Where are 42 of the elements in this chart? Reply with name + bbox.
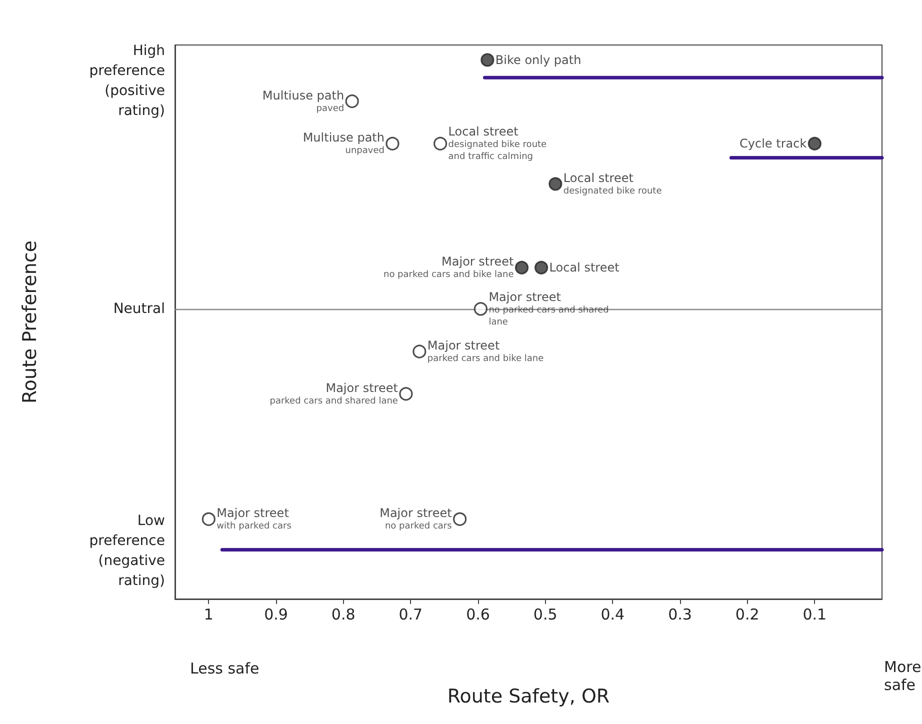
x-tick-label: 0.9 (264, 606, 288, 624)
point (548, 177, 562, 191)
point (412, 344, 426, 358)
point (202, 512, 216, 526)
x-tick-label: 0.8 (331, 606, 356, 624)
annotation: Major street no parked cars and bike lane (383, 254, 514, 280)
point (808, 136, 822, 150)
x-tick-label: 0.6 (466, 606, 490, 624)
annotation: Major street parked cars and shared lane (270, 380, 398, 406)
point (345, 94, 359, 108)
point (399, 387, 413, 401)
x-tick-label: 0.1 (802, 606, 827, 624)
x-axis-title: Route Safety, OR (447, 686, 610, 708)
text: High preference (positive rating) (89, 43, 165, 119)
x-tick-label: 0.3 (668, 606, 692, 624)
text: Route Preference (19, 240, 41, 404)
annotation: Major street no parked cars (380, 506, 452, 532)
annotation: Local street designated bike route (563, 170, 662, 196)
annotation: Multiuse path unpaved (302, 130, 384, 156)
x-tick-label: 0.4 (600, 606, 625, 624)
point (534, 260, 548, 274)
point (453, 512, 467, 526)
annotation: Bike only path (495, 52, 582, 67)
x-tick-label: 0.5 (533, 606, 558, 624)
point (514, 260, 529, 274)
annotation: Major street parked cars and bike lane (427, 338, 544, 364)
annotation: Multiuse path paved (262, 88, 344, 114)
annotation: Local street (549, 260, 620, 275)
point (386, 136, 400, 150)
x-tick-label: 0.7 (398, 606, 423, 624)
x-tick-label: 0.2 (735, 606, 760, 624)
annotation: Local street designated bike route and traffic calming (448, 124, 548, 162)
point (480, 53, 494, 67)
text: Neutral (113, 300, 165, 317)
point (474, 302, 488, 316)
x-tick-label: 1 (204, 606, 214, 624)
text: More safe (884, 658, 922, 694)
text: Less safe (190, 660, 260, 678)
text: Low preference (negative rating) (89, 513, 165, 589)
annotation: Cycle track (740, 136, 807, 151)
point (434, 136, 448, 150)
annotation: Major street with parked cars (216, 506, 292, 532)
